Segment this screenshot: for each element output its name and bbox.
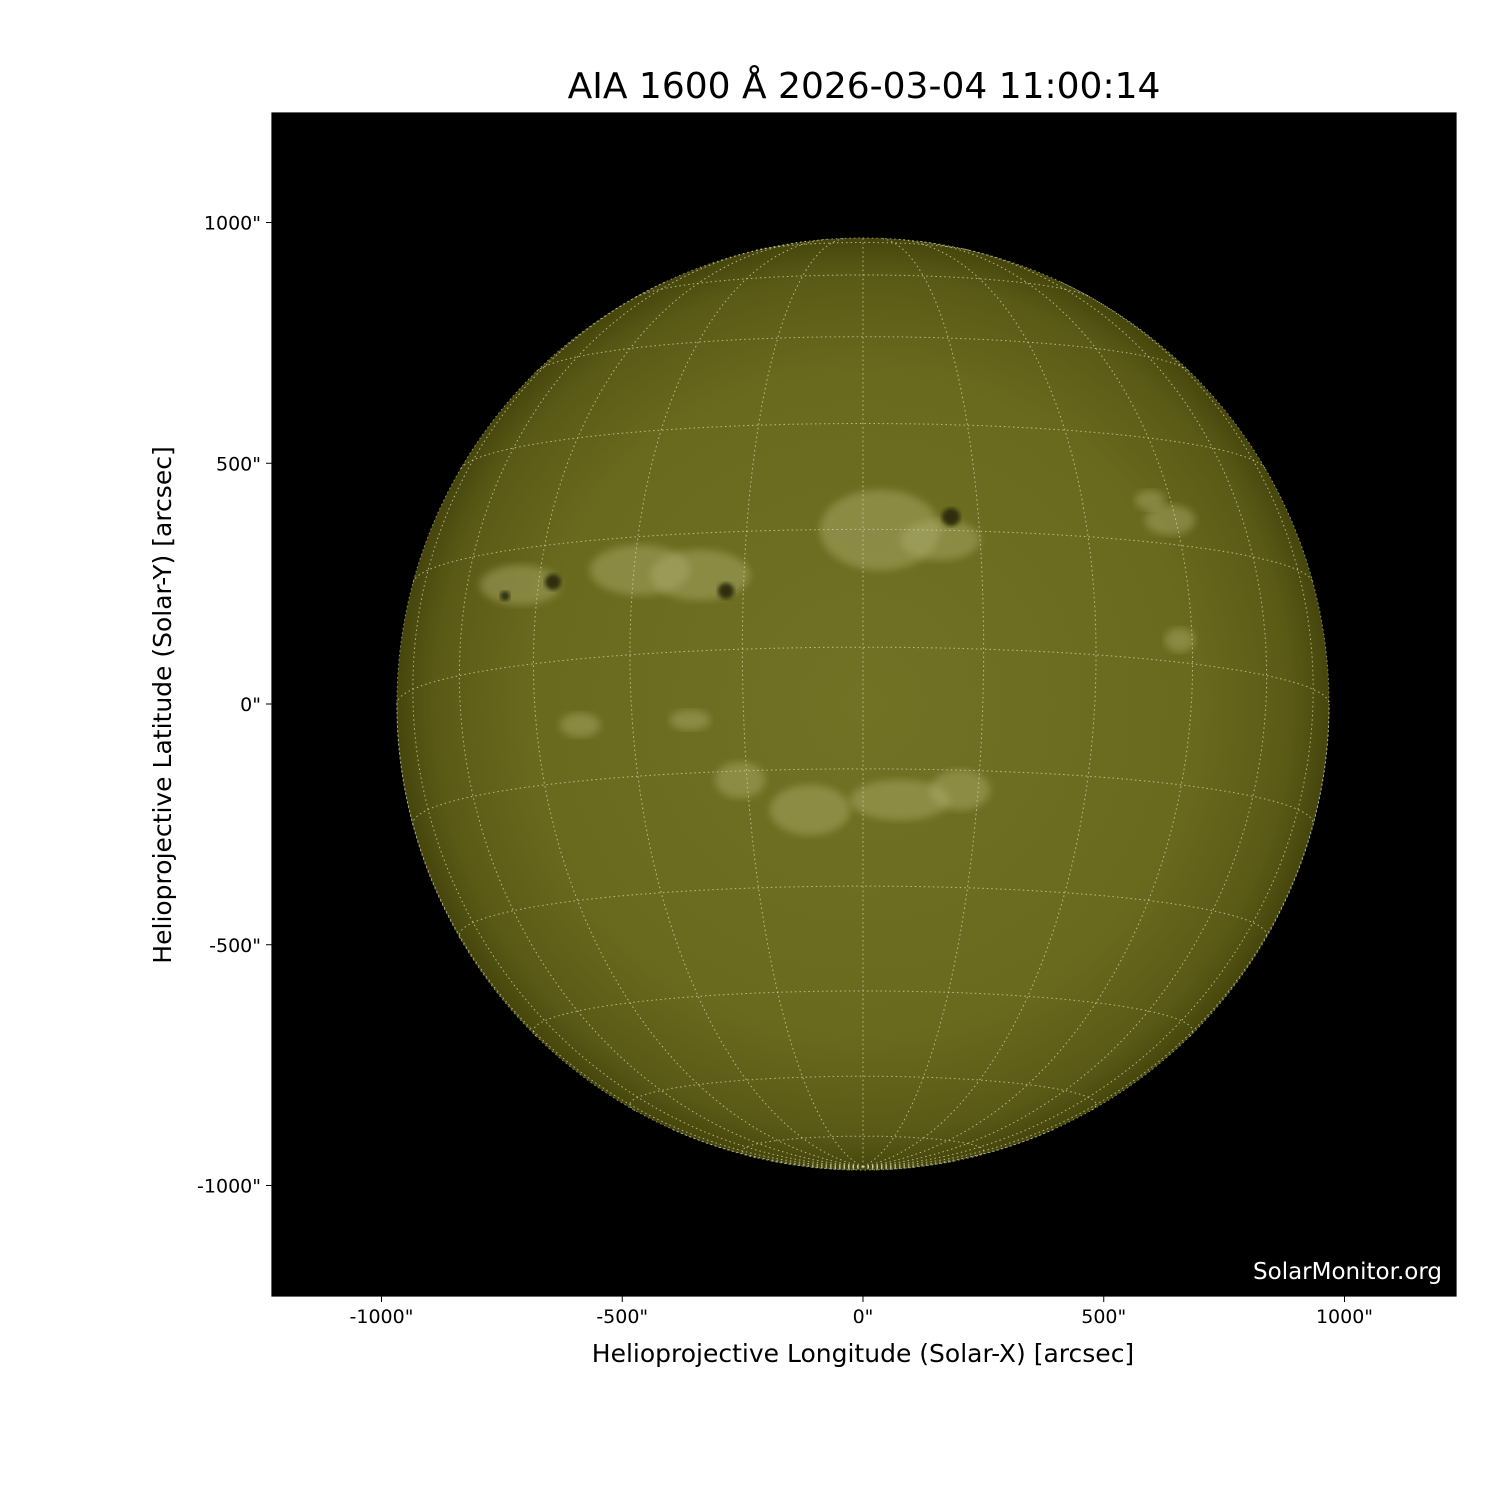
x-tick-label: -1000" — [350, 1306, 414, 1328]
watermark: SolarMonitor.org — [1253, 1259, 1442, 1285]
grid-meridian — [629, 238, 864, 1168]
grid-meridian — [862, 1166, 896, 1170]
x-axis-label: Helioprojective Longitude (Solar-X) [arc… — [592, 1339, 1134, 1368]
y-tick-label: 1000" — [204, 213, 261, 235]
sunspot — [500, 591, 510, 601]
grid-meridian — [862, 240, 1194, 1168]
plage-region — [1135, 490, 1165, 510]
chart-title: AIA 1600 Å 2026-03-04 11:00:14 — [567, 66, 1161, 107]
plage-region — [560, 713, 600, 737]
y-tick-label: -1000" — [197, 1176, 261, 1198]
plage-region — [770, 785, 850, 835]
plage-region — [670, 710, 710, 730]
grid-meridian — [458, 247, 864, 1168]
x-tick-label: 0" — [853, 1306, 874, 1328]
y-tick-label: -500" — [209, 935, 261, 957]
sunspot — [942, 508, 960, 526]
x-tick-label: 500" — [1081, 1306, 1126, 1328]
grid-meridian — [862, 281, 1314, 1168]
grid-meridian — [672, 1129, 864, 1168]
grid-meridian — [862, 1160, 954, 1168]
y-axis-label: Helioprojective Latitude (Solar-Y) [arcs… — [148, 446, 177, 963]
grid-meridian — [862, 238, 1097, 1168]
y-tick-label: 0" — [240, 694, 261, 716]
grid-parallel — [629, 1075, 1097, 1111]
sunspot — [545, 574, 561, 590]
grid-meridian — [412, 281, 864, 1168]
plage-region — [650, 550, 750, 600]
grid-parallel — [532, 990, 1194, 1037]
sunspot — [718, 583, 734, 599]
plage-region — [1145, 505, 1195, 535]
grid-meridian — [862, 1129, 1054, 1168]
grid-parallel — [412, 528, 1314, 583]
grid-meridian — [532, 240, 864, 1168]
grid-meridian — [862, 247, 1268, 1168]
x-tick-label: -500" — [596, 1306, 648, 1328]
plage-region — [1165, 628, 1195, 652]
solar-limb — [396, 237, 1330, 1171]
plage-region — [850, 780, 950, 820]
solar-disk — [396, 237, 1330, 1171]
plage-region — [930, 770, 990, 810]
grid-parallel — [412, 768, 1314, 825]
plage-region — [900, 520, 980, 560]
grid-parallel — [756, 241, 970, 251]
x-tick-label: 1000" — [1316, 1306, 1373, 1328]
grid-parallel — [741, 1135, 985, 1158]
plage-region — [715, 762, 765, 798]
y-tick-label: 500" — [216, 453, 261, 475]
plage-region — [480, 565, 560, 605]
grid-meridian — [772, 1160, 864, 1168]
